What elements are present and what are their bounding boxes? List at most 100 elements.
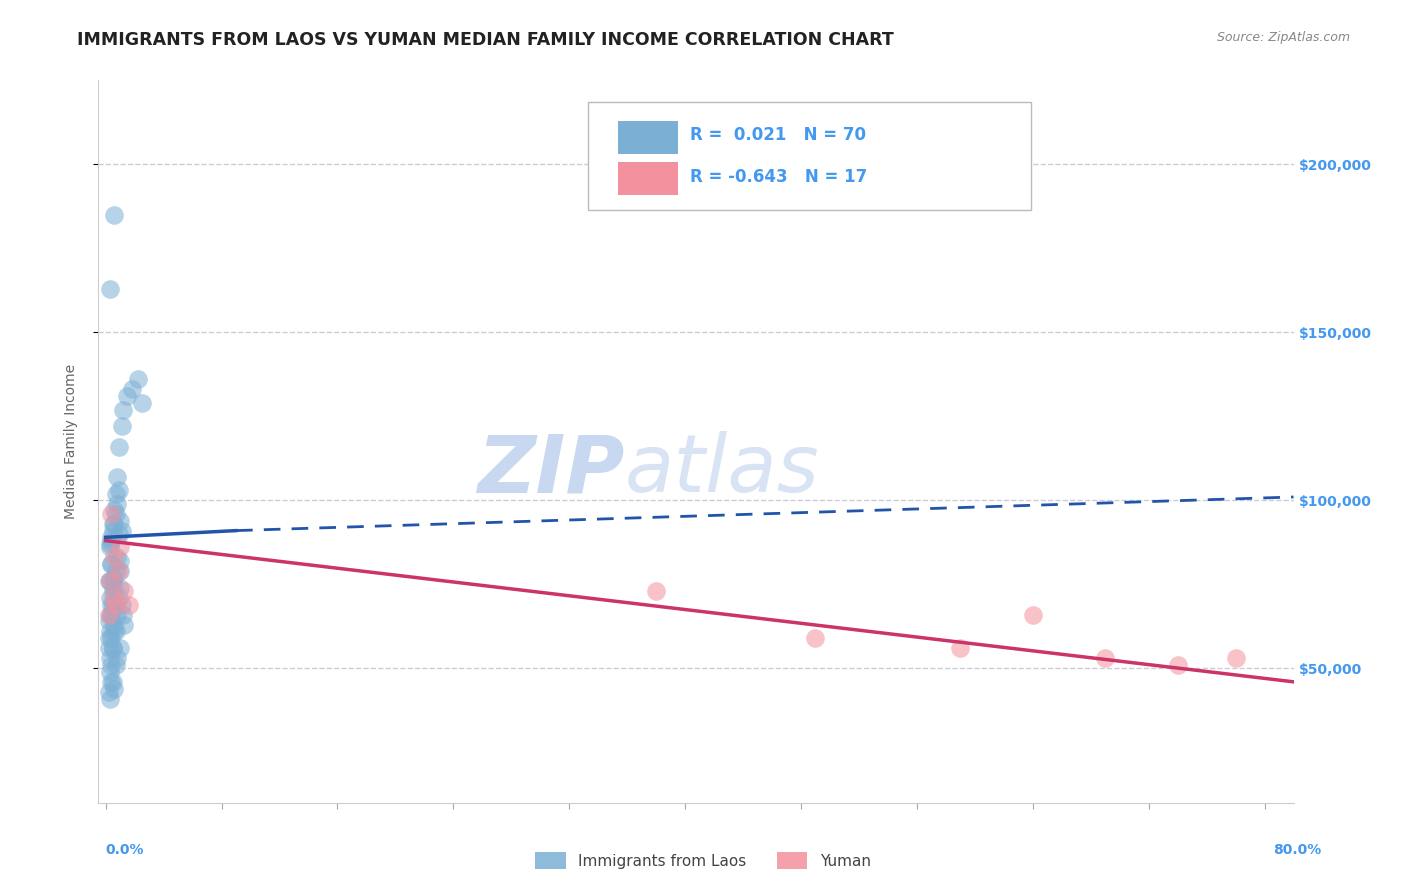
Text: Source: ZipAtlas.com: Source: ZipAtlas.com [1216, 31, 1350, 45]
Point [101, 674, 124, 689]
Point [100, 598, 122, 612]
Point [98, 574, 121, 588]
Point [104, 564, 127, 578]
Point [101, 584, 124, 599]
Point [117, 389, 139, 403]
Point [107, 591, 129, 605]
Point [100, 607, 122, 622]
Point [112, 402, 135, 417]
Point [107, 527, 129, 541]
Point [804, 631, 827, 645]
Point [108, 541, 131, 555]
Point [105, 651, 128, 665]
Point [103, 571, 125, 585]
Point [100, 658, 122, 673]
Point [110, 419, 132, 434]
Point [100, 674, 122, 689]
Point [97, 641, 120, 656]
Point [100, 631, 122, 645]
Point [103, 681, 125, 696]
Point [110, 524, 132, 538]
Point [103, 624, 125, 639]
Legend: Immigrants from Laos, Yuman: Immigrants from Laos, Yuman [529, 846, 877, 875]
Point [103, 550, 125, 565]
Point [104, 658, 127, 673]
Point [110, 598, 132, 612]
Point [98, 624, 121, 639]
Point [107, 483, 129, 498]
Text: IMMIGRANTS FROM LAOS VS YUMAN MEDIAN FAMILY INCOME CORRELATION CHART: IMMIGRANTS FROM LAOS VS YUMAN MEDIAN FAM… [77, 31, 894, 49]
Point [103, 581, 125, 595]
Point [108, 564, 131, 578]
Point [98, 282, 121, 296]
Point [100, 558, 122, 572]
Point [121, 383, 143, 397]
Point [108, 641, 131, 656]
Text: R = -0.643   N = 17: R = -0.643 N = 17 [690, 168, 868, 186]
Point [98, 651, 121, 665]
Point [98, 537, 121, 551]
Y-axis label: Median Family Income: Median Family Income [63, 364, 77, 519]
Text: 80.0%: 80.0% [1274, 843, 1322, 857]
Point [97, 685, 120, 699]
Point [103, 617, 125, 632]
Point [104, 598, 127, 612]
Text: ZIP: ZIP [477, 432, 624, 509]
Point [100, 530, 122, 544]
Point [108, 554, 131, 568]
Point [949, 641, 972, 656]
Point [98, 541, 121, 555]
Point [1094, 651, 1116, 665]
Point [645, 584, 668, 599]
Point [114, 584, 136, 599]
Point [98, 607, 121, 622]
Point [1225, 651, 1247, 665]
Point [104, 598, 127, 612]
Point [104, 507, 127, 521]
Point [101, 598, 124, 612]
Point [101, 591, 124, 605]
Point [98, 574, 121, 588]
Point [105, 607, 128, 622]
Point [105, 470, 128, 484]
Point [104, 624, 127, 639]
Point [98, 591, 121, 605]
Point [101, 516, 124, 531]
Point [101, 524, 124, 538]
Point [107, 564, 129, 578]
Point [103, 503, 125, 517]
Point [103, 208, 125, 222]
Point [103, 516, 125, 531]
Point [98, 691, 121, 706]
Point [104, 486, 127, 500]
Point [105, 550, 128, 565]
Bar [619, 162, 678, 194]
Point [101, 574, 124, 588]
Point [108, 581, 131, 595]
Point [101, 641, 124, 656]
Point [100, 507, 122, 521]
Text: R =  0.021   N = 70: R = 0.021 N = 70 [690, 127, 866, 145]
Point [1022, 607, 1045, 622]
Point [107, 440, 129, 454]
Point [105, 497, 128, 511]
Point [100, 558, 122, 572]
Point [97, 615, 120, 629]
Text: atlas: atlas [624, 432, 820, 509]
Point [1167, 658, 1189, 673]
Point [118, 598, 141, 612]
Bar [619, 121, 678, 153]
Point [98, 665, 121, 679]
Point [100, 533, 122, 548]
Point [127, 372, 149, 386]
Text: 0.0%: 0.0% [105, 843, 143, 857]
Point [97, 574, 120, 588]
Point [97, 607, 120, 622]
Point [114, 617, 136, 632]
Point [101, 641, 124, 656]
Point [97, 631, 120, 645]
Point [131, 396, 153, 410]
FancyBboxPatch shape [589, 102, 1031, 211]
Point [108, 514, 131, 528]
Point [112, 607, 135, 622]
